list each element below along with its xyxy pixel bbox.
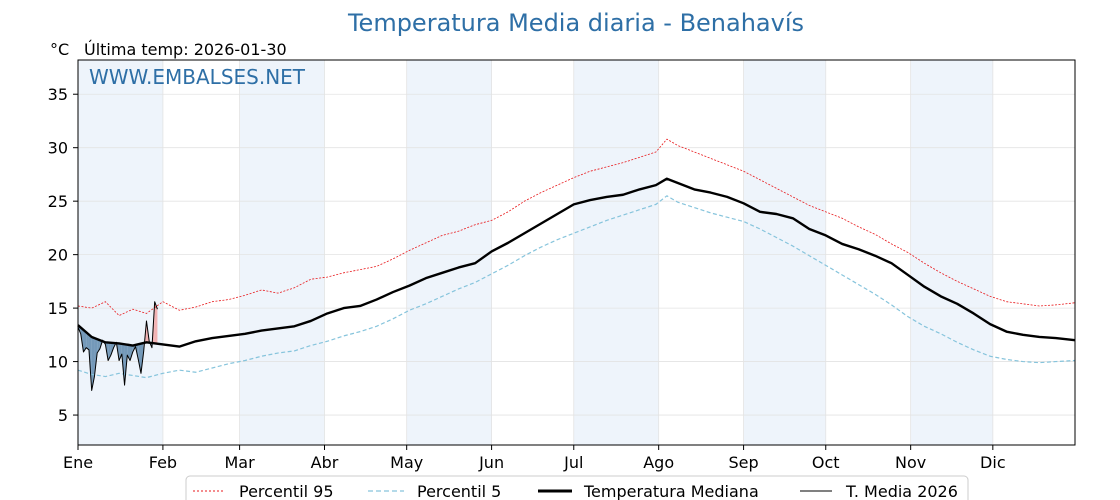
x-tick-label: Sep xyxy=(729,453,759,472)
fill-below-median xyxy=(86,332,89,350)
y-tick-label: 30 xyxy=(48,139,68,158)
x-tick-label: Mar xyxy=(225,453,256,472)
y-axis: 5 10 15 20 25 30 35 xyxy=(48,85,78,425)
fill-above-median xyxy=(154,301,158,344)
chart-title: Temperatura Media diaria - Benahavís xyxy=(347,9,804,37)
x-tick-label: Ene xyxy=(63,453,93,472)
y-tick-label: 25 xyxy=(48,192,68,211)
legend-item-median: Temperatura Mediana xyxy=(538,482,759,500)
legend-item-p5: Percentil 5 xyxy=(368,482,501,500)
fill-below-median xyxy=(127,344,131,361)
watermark-text: WWW.EMBALSES.NET xyxy=(89,65,306,89)
x-tick-label: May xyxy=(390,453,423,472)
x-tick-label: Jun xyxy=(478,453,504,472)
x-tick-label: Oct xyxy=(812,453,840,472)
x-tick-label: Ago xyxy=(643,453,674,472)
month-shade-nov xyxy=(910,60,993,445)
series-median-line xyxy=(77,177,1076,348)
month-shade-ene xyxy=(78,60,163,445)
legend-label-median: Temperatura Mediana xyxy=(583,482,759,500)
legend-label-p95: Percentil 95 xyxy=(239,482,334,500)
legend-label-p5: Percentil 5 xyxy=(417,482,501,500)
unit-label: °C xyxy=(50,40,69,59)
x-tick-label: Abr xyxy=(311,453,339,472)
fill-below-median xyxy=(83,329,87,352)
y-tick-label: 35 xyxy=(48,85,68,104)
series-p5-line xyxy=(77,195,1076,379)
month-shade-sep xyxy=(743,60,826,445)
legend-label-current: T. Media 2026 xyxy=(845,482,958,500)
legend: Percentil 95 Percentil 5 Temperatura Med… xyxy=(185,475,969,500)
fill-below-median xyxy=(91,336,95,391)
y-tick-label: 15 xyxy=(48,299,68,318)
x-tick-label: Jul xyxy=(563,453,583,472)
plot-area xyxy=(77,59,1076,446)
month-shade-mar xyxy=(239,60,325,445)
x-axis: Ene Feb Mar Abr May Jun Jul Ago Sep Oct Nov Dic xyxy=(63,445,1006,472)
y-tick-label: 10 xyxy=(48,353,68,372)
series-p95-line xyxy=(77,138,1076,316)
month-shade-jul xyxy=(573,60,659,445)
last-temp-label: Última temp: 2026-01-30 xyxy=(84,40,287,59)
fill-below-median xyxy=(130,345,133,361)
y-tick-label: 5 xyxy=(58,406,68,425)
month-shade-may xyxy=(406,60,492,445)
x-tick-label: Feb xyxy=(149,453,177,472)
legend-item-p95: Percentil 95 xyxy=(193,482,334,500)
plot-frame xyxy=(77,59,1076,446)
x-tick-label: Dic xyxy=(980,453,1006,472)
series-2026-line xyxy=(77,301,158,391)
fill-below-median xyxy=(119,343,122,361)
y-tick-label: 20 xyxy=(48,246,68,265)
fill-below-median xyxy=(138,343,141,374)
legend-item-current: T. Media 2026 xyxy=(800,482,958,500)
x-tick-label: Nov xyxy=(895,453,926,472)
legend-box xyxy=(185,475,969,500)
